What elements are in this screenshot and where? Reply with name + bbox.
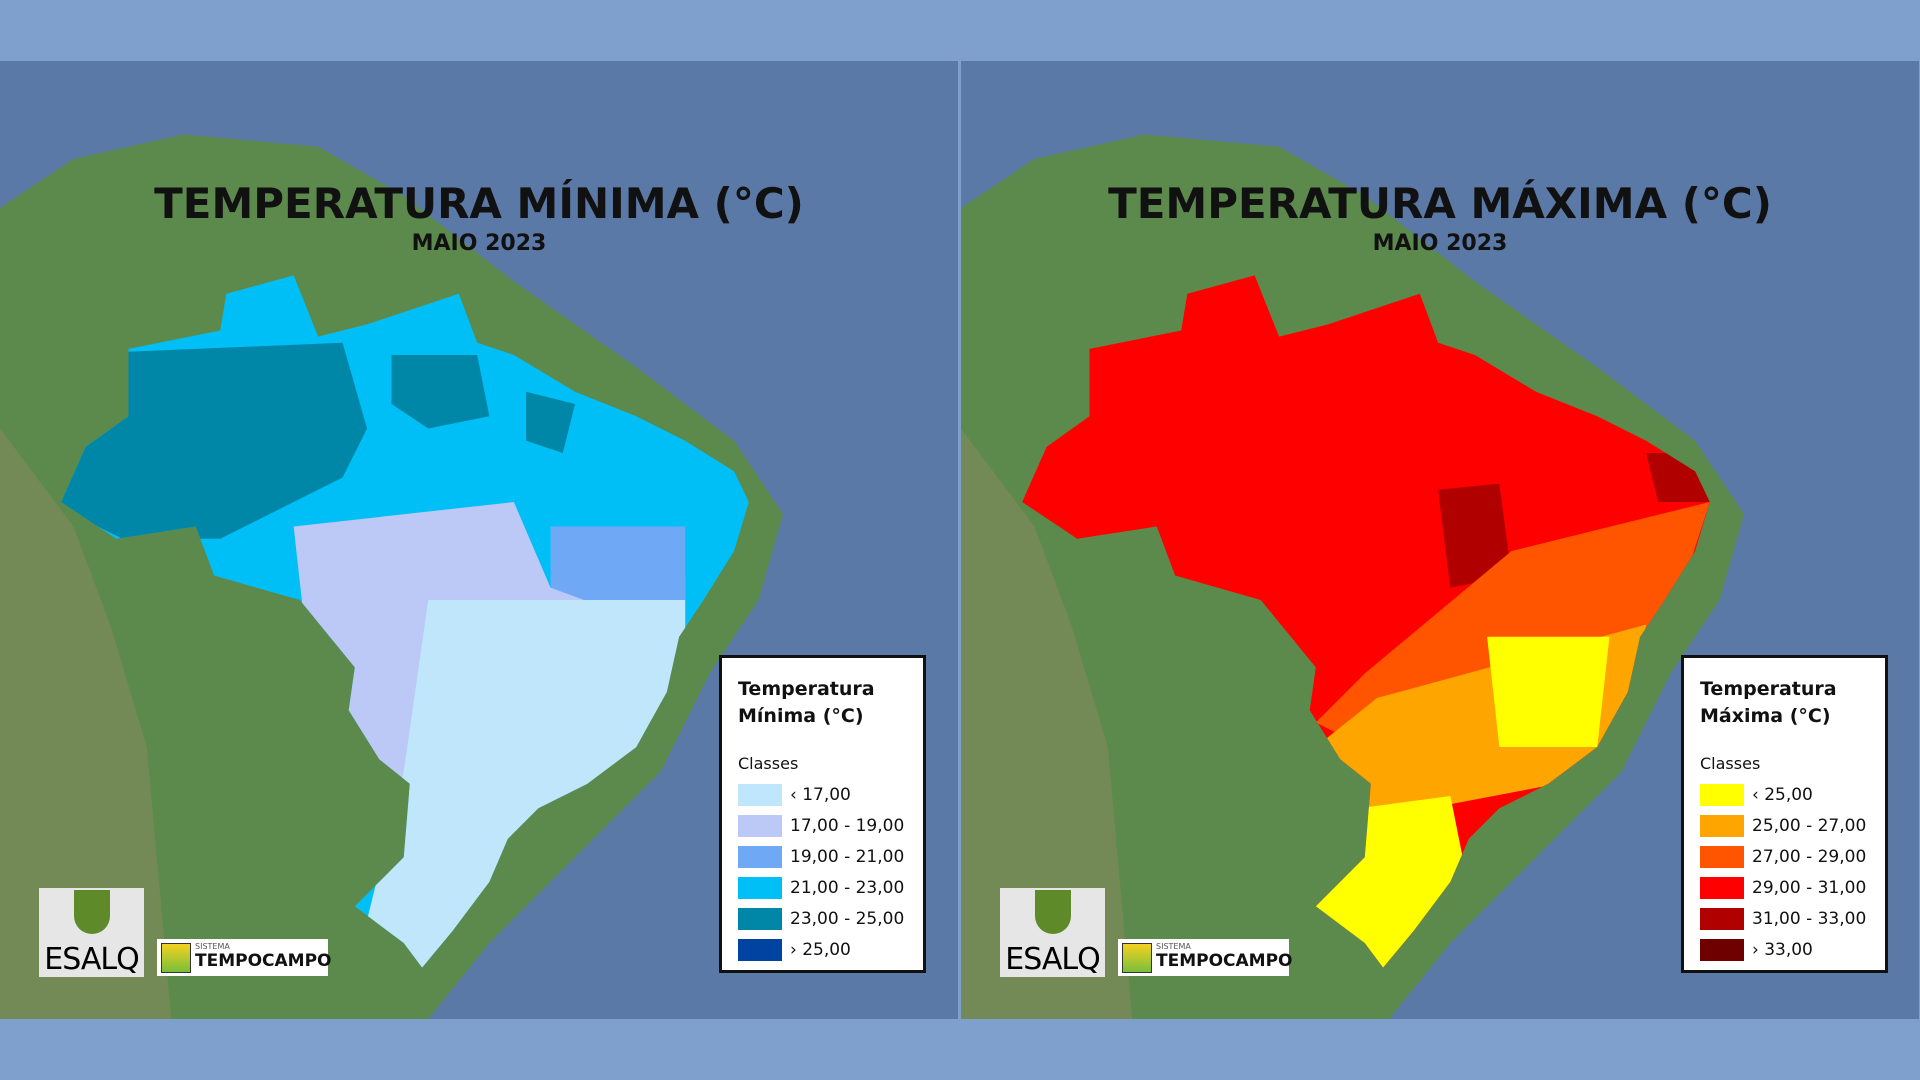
legend-item: ‹ 17,00: [738, 779, 907, 810]
legend-item: › 33,00: [1700, 934, 1869, 965]
tempocampo-logo: SISTEMA TEMPOCAMPO: [1118, 939, 1293, 976]
legend-label: ‹ 17,00: [790, 784, 851, 805]
map-legend: Temperatura Máxima (°C) Classes ‹ 25,00 2…: [1681, 655, 1888, 973]
legend-label: 19,00 - 21,00: [790, 846, 905, 867]
legend-label: 17,00 - 19,00: [790, 815, 905, 836]
legend-swatch: [1700, 876, 1744, 899]
legend-swatch: [1700, 783, 1744, 806]
legend-item: 21,00 - 23,00: [738, 872, 907, 903]
legend-label: 29,00 - 31,00: [1752, 877, 1867, 898]
legend-title: Mínima (°C): [738, 705, 864, 727]
legend-title: Temperatura: [1700, 678, 1837, 700]
legend-item: 17,00 - 19,00: [738, 810, 907, 841]
legend-swatch: [738, 907, 782, 930]
map-subtitle: MAIO 2023: [411, 231, 547, 256]
legend-swatch: [738, 876, 782, 899]
legend-swatch: [1700, 845, 1744, 868]
legend-item: ‹ 25,00: [1700, 779, 1869, 810]
legend-item: 23,00 - 25,00: [738, 903, 907, 934]
legend-label: 21,00 - 23,00: [790, 877, 905, 898]
map-legend: Temperatura Mínima (°C) Classes ‹ 17,00 1…: [719, 655, 926, 973]
tempocampo-logo: SISTEMA TEMPOCAMPO: [157, 939, 332, 976]
legend-swatch: [738, 783, 782, 806]
legend-title: Máxima (°C): [1700, 705, 1831, 727]
esalq-logo: ESALQ: [1000, 888, 1105, 977]
region-below-25: [1487, 636, 1610, 748]
legend-item: 25,00 - 27,00: [1700, 810, 1869, 841]
legend-item: 27,00 - 29,00: [1700, 841, 1869, 872]
max-temp-map: [961, 134, 1745, 1019]
legend-swatch: [738, 845, 782, 868]
legend-label: 31,00 - 33,00: [1752, 908, 1867, 929]
legend-label: 25,00 - 27,00: [1752, 815, 1867, 836]
map-title: TEMPERATURA MÁXIMA (°C): [1108, 179, 1772, 228]
region-23-25: [61, 342, 368, 539]
legend-classes-label: Classes: [1700, 754, 1761, 773]
min-temp-map: [0, 134, 784, 1019]
legend-swatch: [1700, 938, 1744, 961]
legend-swatch: [1700, 907, 1744, 930]
legend-item: 19,00 - 21,00: [738, 841, 907, 872]
esalq-logo: ESALQ: [39, 888, 144, 977]
legend-item: › 25,00: [738, 934, 907, 965]
legend-label: › 33,00: [1752, 939, 1813, 960]
legend-title: Temperatura: [738, 678, 875, 700]
legend-label: 27,00 - 29,00: [1752, 846, 1867, 867]
legend-swatch: [1700, 814, 1744, 837]
legend-item: 31,00 - 33,00: [1700, 903, 1869, 934]
map-subtitle: MAIO 2023: [1372, 231, 1508, 256]
legend-swatch: [738, 938, 782, 961]
legend-swatch: [738, 814, 782, 837]
legend-label: › 25,00: [790, 939, 851, 960]
max-temp-map-panel: TEMPERATURA MÁXIMA (°C) MAIO 2023 Temper…: [961, 61, 1919, 1019]
legend-label: 23,00 - 25,00: [790, 908, 905, 929]
legend-label: ‹ 25,00: [1752, 784, 1813, 805]
min-temp-map-panel: TEMPERATURA MÍNIMA (°C) MAIO 2023 Temper…: [0, 61, 958, 1019]
legend-classes-label: Classes: [738, 754, 799, 773]
region-31-33: [1438, 483, 1512, 588]
legend-item: 29,00 - 31,00: [1700, 872, 1869, 903]
map-title: TEMPERATURA MÍNIMA (°C): [154, 179, 804, 228]
